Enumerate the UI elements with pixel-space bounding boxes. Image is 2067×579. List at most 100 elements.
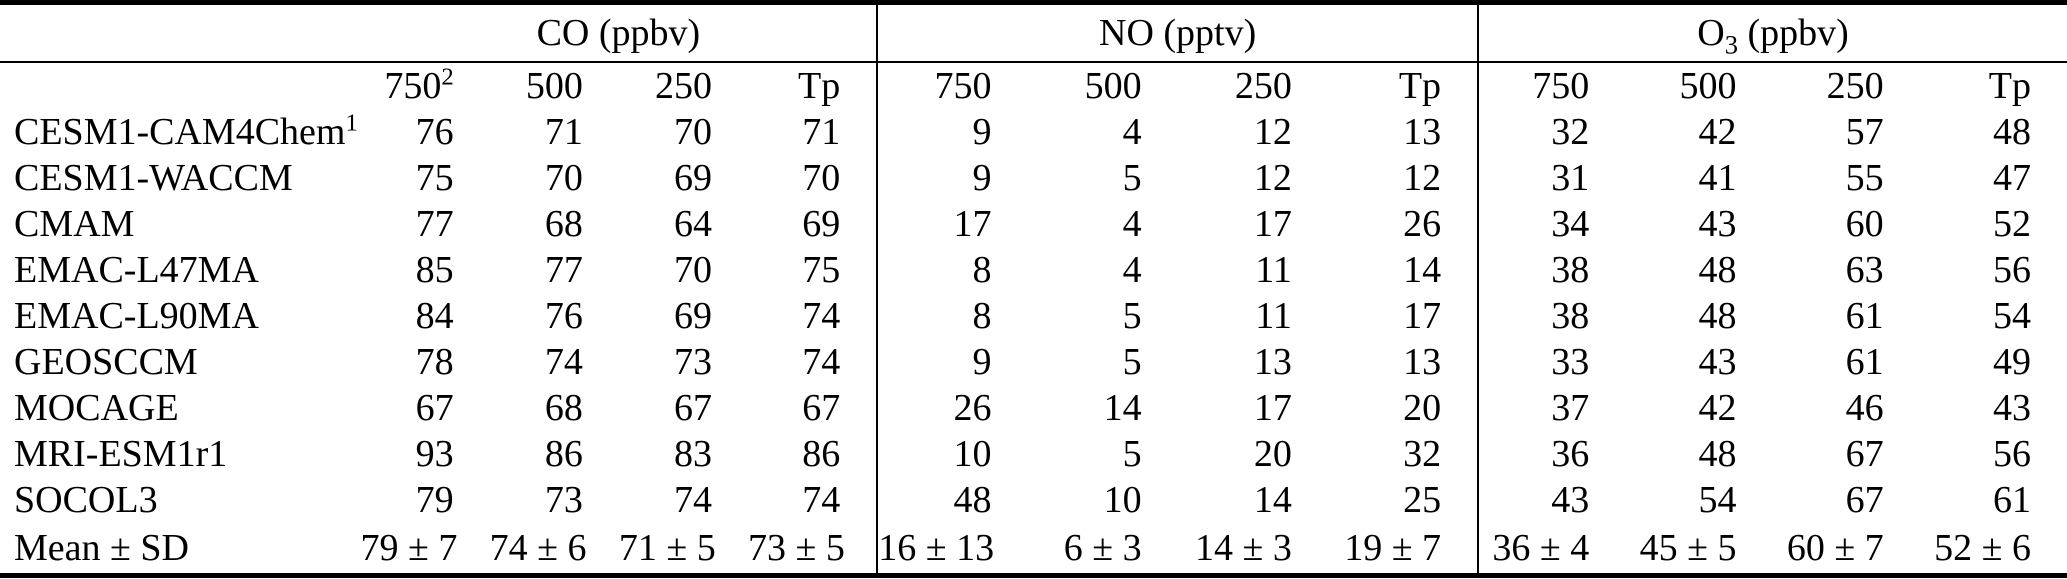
model-name: CESM1-CAM4Chem — [14, 111, 346, 153]
value-cell: 5 — [1122, 295, 1142, 337]
col-header-250-no: 250 — [1178, 62, 1328, 109]
value-cell: 4 — [1122, 203, 1142, 245]
table-row: MRI-ESM1r1 93 86 83 86 10 5 20 32 36 48 67 56 — [0, 431, 2067, 477]
value-cell: 36 — [1477, 431, 1626, 477]
row-label: CMAM — [0, 201, 361, 247]
value-cell: 69 — [674, 157, 713, 199]
group-header-o3: O3 (ppbv) — [1477, 2, 2067, 63]
row-label: MOCAGE — [0, 385, 361, 431]
value-cell: 78 — [415, 341, 454, 383]
model-name: CMAM — [14, 203, 135, 245]
col-header-label: 750 — [934, 65, 992, 107]
model-name: Mean ± SD — [14, 526, 189, 569]
col-header-750-no: 750 — [876, 62, 1028, 109]
value-cell: 48 — [1698, 433, 1737, 475]
value-cell: 17 — [1253, 387, 1292, 429]
value-cell: 54 — [1698, 479, 1737, 521]
group-unit: (pptv) — [1153, 12, 1257, 54]
group-label: CO — [536, 12, 590, 54]
col-header-500-co: 500 — [490, 62, 619, 109]
value-cell: 20 — [1253, 433, 1292, 475]
value-cell: 84 — [415, 295, 454, 337]
value-cell: 25 — [1403, 479, 1442, 521]
value-cell: 14 ± 3 — [1194, 526, 1292, 569]
column-header-row: 7502 500 250 Tp 750 500 250 Tp 750 500 250 Tp — [0, 62, 2067, 109]
table-row: EMAC-L90MA 84 76 69 74 8 5 11 17 38 48 61 54 — [0, 293, 2067, 339]
value-cell: 14 — [1103, 387, 1142, 429]
value-cell: 38 — [1477, 247, 1626, 293]
col-header-label: 500 — [1679, 65, 1737, 107]
value-cell: 32 — [1403, 433, 1442, 475]
col-header-500-o3: 500 — [1625, 62, 1772, 109]
col-header-label: 500 — [1084, 65, 1142, 107]
group-header-no: NO (pptv) — [876, 2, 1479, 63]
value-cell: 19 ± 7 — [1344, 526, 1442, 569]
value-cell: 11 — [1255, 249, 1292, 291]
table-row: EMAC-L47MA 85 77 70 75 8 4 11 14 38 48 63 56 — [0, 247, 2067, 293]
value-cell: 69 — [674, 295, 713, 337]
group-label: O — [1697, 12, 1725, 54]
mean-sd-row: Mean ± SD 79 ± 7 74 ± 6 71 ± 5 73 ± 5 16 ± 13… — [0, 523, 2067, 575]
value-cell: 67 — [802, 387, 841, 429]
footnote-marker: 2 — [441, 63, 454, 91]
value-cell: 12 — [1253, 111, 1292, 153]
value-cell: 77 — [415, 203, 454, 245]
value-cell: 13 — [1403, 111, 1442, 153]
col-header-750-co: 7502 — [361, 62, 490, 109]
value-cell: 48 — [1993, 111, 2031, 153]
value-cell: 60 ± 7 — [1786, 526, 1884, 569]
model-name: EMAC-L90MA — [14, 295, 259, 337]
footnote-marker: 1 — [345, 109, 358, 137]
value-cell: 38 — [1477, 293, 1626, 339]
corner-cell — [0, 2, 361, 63]
value-cell: 4 — [1122, 249, 1142, 291]
value-cell: 5 — [1122, 157, 1142, 199]
col-header-label: 250 — [1826, 65, 1884, 107]
value-cell: 13 — [1403, 341, 1442, 383]
col-header-label: 500 — [525, 65, 583, 107]
value-cell: 36 ± 4 — [1477, 523, 1626, 575]
value-cell: 6 ± 3 — [1063, 526, 1142, 569]
value-cell: 42 — [1698, 387, 1737, 429]
group-unit: (ppbv) — [589, 12, 701, 54]
value-cell: 31 — [1477, 155, 1626, 201]
value-cell: 47 — [1993, 157, 2031, 199]
value-cell: 86 — [802, 433, 841, 475]
value-cell: 52 — [1993, 203, 2031, 245]
table-row: CESM1-WACCM 75 70 69 70 9 5 12 12 31 41 55 47 — [0, 155, 2067, 201]
col-header-label: Tp — [1398, 65, 1442, 107]
value-cell: 76 — [544, 295, 583, 337]
value-cell: 61 — [1845, 341, 1884, 383]
value-cell: 63 — [1845, 249, 1884, 291]
col-header-label: Tp — [1988, 65, 2031, 107]
value-cell: 49 — [1993, 341, 2031, 383]
value-cell: 43 — [1698, 341, 1737, 383]
value-cell: 73 — [544, 479, 583, 521]
value-cell: 14 — [1403, 249, 1442, 291]
group-unit: (ppbv) — [1738, 12, 1849, 54]
value-cell: 54 — [1993, 295, 2031, 337]
value-cell: 68 — [544, 387, 583, 429]
value-cell: 74 — [802, 295, 841, 337]
value-cell: 10 — [1103, 479, 1142, 521]
value-cell: 26 — [1403, 203, 1442, 245]
value-cell: 85 — [415, 249, 454, 291]
col-header-250-co: 250 — [619, 62, 748, 109]
value-cell: 79 — [415, 479, 454, 521]
value-cell: 5 — [1122, 341, 1142, 383]
model-name: CESM1-WACCM — [14, 157, 293, 199]
value-cell: 9 — [876, 339, 1028, 385]
value-cell: 52 ± 6 — [1934, 526, 2031, 569]
value-cell: 20 — [1403, 387, 1442, 429]
value-cell: 55 — [1845, 157, 1884, 199]
row-label: CESM1-CAM4Chem1 — [0, 109, 361, 155]
value-cell: 67 — [674, 387, 713, 429]
value-cell: 67 — [415, 387, 454, 429]
value-cell: 71 — [544, 111, 583, 153]
value-cell: 56 — [1993, 249, 2031, 291]
value-cell: 71 — [802, 111, 841, 153]
value-cell: 12 — [1403, 157, 1442, 199]
value-cell: 70 — [802, 157, 841, 199]
value-cell: 56 — [1993, 433, 2031, 475]
table-row: SOCOL3 79 73 74 74 48 10 14 25 43 54 67 61 — [0, 477, 2067, 523]
